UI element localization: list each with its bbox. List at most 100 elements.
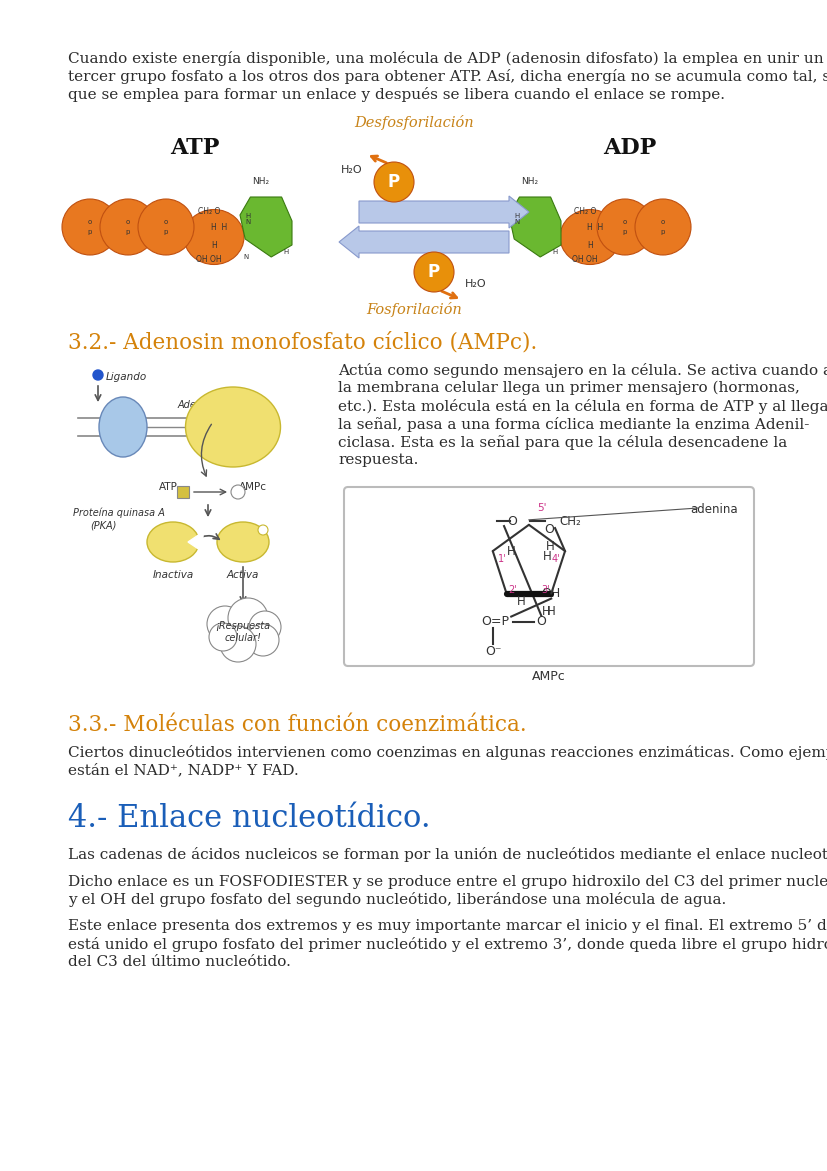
Circle shape — [249, 611, 280, 643]
Text: CH₂ O: CH₂ O — [198, 207, 220, 217]
Text: etc.). Esta molécula está en la célula en forma de ATP y al llegar: etc.). Esta molécula está en la célula e… — [337, 399, 827, 415]
Ellipse shape — [185, 386, 280, 467]
Text: adenina: adenina — [690, 504, 737, 516]
Text: o: o — [660, 219, 664, 225]
Text: Ciertos dinucleótidos intervienen como coenzimas en algunas reacciones enzimátic: Ciertos dinucleótidos intervienen como c… — [68, 745, 827, 760]
Text: que se emplea para formar un enlace y después se libera cuando el enlace se romp: que se emplea para formar un enlace y de… — [68, 87, 724, 102]
Text: O: O — [507, 514, 516, 528]
Text: AMPc: AMPc — [532, 670, 565, 683]
Text: ATP: ATP — [159, 482, 177, 492]
Text: H: H — [552, 249, 557, 255]
Text: O⁻: O⁻ — [485, 645, 501, 658]
Text: Este enlace presenta dos extremos y es muy importante marcar el inicio y el fina: Este enlace presenta dos extremos y es m… — [68, 919, 827, 933]
Text: P: P — [388, 173, 399, 191]
Text: H
N: H N — [245, 212, 251, 226]
Text: 3.2.- Adenosin monofosfato cíclico (AMPc).: 3.2.- Adenosin monofosfato cíclico (AMPc… — [68, 333, 537, 354]
Circle shape — [374, 162, 414, 203]
Polygon shape — [188, 532, 203, 552]
Text: H: H — [586, 240, 592, 249]
Text: CH₂: CH₂ — [558, 514, 580, 528]
Text: p: p — [126, 230, 130, 235]
Text: o: o — [622, 219, 626, 225]
Text: Cuando existe energía disponible, una molécula de ADP (adenosin difosfato) la em: Cuando existe energía disponible, una mo… — [68, 52, 823, 66]
Circle shape — [258, 525, 268, 535]
Text: H: H — [545, 540, 554, 553]
Text: están el NAD⁺, NADP⁺ Y FAD.: están el NAD⁺, NADP⁺ Y FAD. — [68, 763, 299, 778]
Circle shape — [227, 598, 268, 638]
Text: H: H — [541, 605, 550, 618]
Text: H: H — [546, 605, 555, 618]
Text: Fosforilación: Fosforilación — [366, 302, 461, 317]
Text: del C3 del último nucleótido.: del C3 del último nucleótido. — [68, 956, 290, 968]
Text: OH: OH — [541, 587, 560, 600]
Polygon shape — [240, 197, 292, 256]
Polygon shape — [509, 197, 561, 256]
Text: H  H: H H — [586, 222, 602, 232]
Text: OH OH: OH OH — [571, 254, 597, 263]
Text: H
N: H N — [514, 212, 519, 226]
Text: tercer grupo fosfato a los otros dos para obtener ATP. Así, dicha energía no se : tercer grupo fosfato a los otros dos par… — [68, 69, 827, 84]
Text: O: O — [536, 615, 546, 628]
Circle shape — [208, 623, 237, 651]
Text: H: H — [542, 549, 551, 562]
Text: 3': 3' — [540, 586, 549, 596]
Text: H₂O: H₂O — [465, 279, 486, 289]
Text: H: H — [211, 240, 217, 249]
Circle shape — [62, 199, 118, 255]
Text: o: o — [88, 219, 92, 225]
Circle shape — [220, 626, 256, 662]
Text: ATP: ATP — [170, 137, 219, 159]
Text: respuesta.: respuesta. — [337, 453, 418, 467]
Text: Actúa como segundo mensajero en la célula. Se activa cuando a: Actúa como segundo mensajero en la célul… — [337, 363, 827, 378]
Text: la membrana celular llega un primer mensajero (hormonas,: la membrana celular llega un primer mens… — [337, 381, 799, 396]
Text: AMPc: AMPc — [239, 482, 266, 492]
Text: ¡Respuesta: ¡Respuesta — [215, 621, 270, 631]
Text: ADP: ADP — [603, 137, 656, 159]
Text: Adenilato ciclasa: Adenilato ciclasa — [178, 400, 261, 410]
Text: está unido el grupo fosfato del primer nucleótido y el extremo 3’, donde queda l: está unido el grupo fosfato del primer n… — [68, 937, 827, 952]
Text: la señal, pasa a una forma cíclica mediante la enzima Adenil-: la señal, pasa a una forma cíclica media… — [337, 417, 809, 432]
Text: Ligando: Ligando — [106, 372, 147, 382]
Text: O: O — [543, 523, 553, 536]
Text: Dicho enlace es un FOSFODIESTER y se produce entre el grupo hidroxilo del C3 del: Dicho enlace es un FOSFODIESTER y se pro… — [68, 874, 827, 889]
Circle shape — [207, 607, 242, 642]
Text: N: N — [243, 254, 248, 260]
Ellipse shape — [147, 522, 198, 562]
Text: Desfosforilación: Desfosforilación — [354, 115, 473, 130]
FancyArrow shape — [338, 226, 509, 258]
Circle shape — [100, 199, 155, 255]
Circle shape — [414, 252, 453, 292]
Text: CH₂ O: CH₂ O — [573, 207, 595, 217]
Text: 4.- Enlace nucleotídico.: 4.- Enlace nucleotídico. — [68, 803, 430, 834]
Ellipse shape — [559, 210, 619, 265]
Text: H: H — [283, 249, 289, 255]
FancyBboxPatch shape — [177, 486, 189, 498]
Ellipse shape — [184, 210, 244, 265]
Text: H  H: H H — [211, 222, 227, 232]
Text: P: P — [428, 263, 439, 281]
Circle shape — [138, 199, 194, 255]
Text: p: p — [622, 230, 626, 235]
Text: NH₂: NH₂ — [521, 178, 538, 186]
Text: y el OH del grupo fosfato del segundo nucleótido, liberándose una molécula de ag: y el OH del grupo fosfato del segundo nu… — [68, 892, 725, 908]
Ellipse shape — [99, 397, 147, 457]
Text: p: p — [164, 230, 168, 235]
Circle shape — [596, 199, 653, 255]
Text: O=P: O=P — [480, 615, 509, 628]
Text: (PKA): (PKA) — [90, 520, 117, 530]
Text: o: o — [164, 219, 168, 225]
FancyArrow shape — [359, 196, 528, 228]
Circle shape — [634, 199, 691, 255]
Text: H: H — [517, 595, 525, 608]
Text: NH₂: NH₂ — [252, 178, 270, 186]
Ellipse shape — [217, 522, 269, 562]
FancyBboxPatch shape — [343, 487, 753, 666]
Text: H: H — [506, 545, 514, 557]
Text: Las cadenas de ácidos nucleicos se forman por la unión de nucleótidos mediante e: Las cadenas de ácidos nucleicos se forma… — [68, 847, 827, 862]
Text: H₂O: H₂O — [341, 165, 362, 174]
Text: Proteína quinasa A: Proteína quinasa A — [73, 508, 165, 519]
Text: p: p — [660, 230, 664, 235]
Text: 5': 5' — [537, 504, 546, 513]
Text: OH OH: OH OH — [196, 254, 222, 263]
Text: Inactiva: Inactiva — [152, 570, 194, 580]
